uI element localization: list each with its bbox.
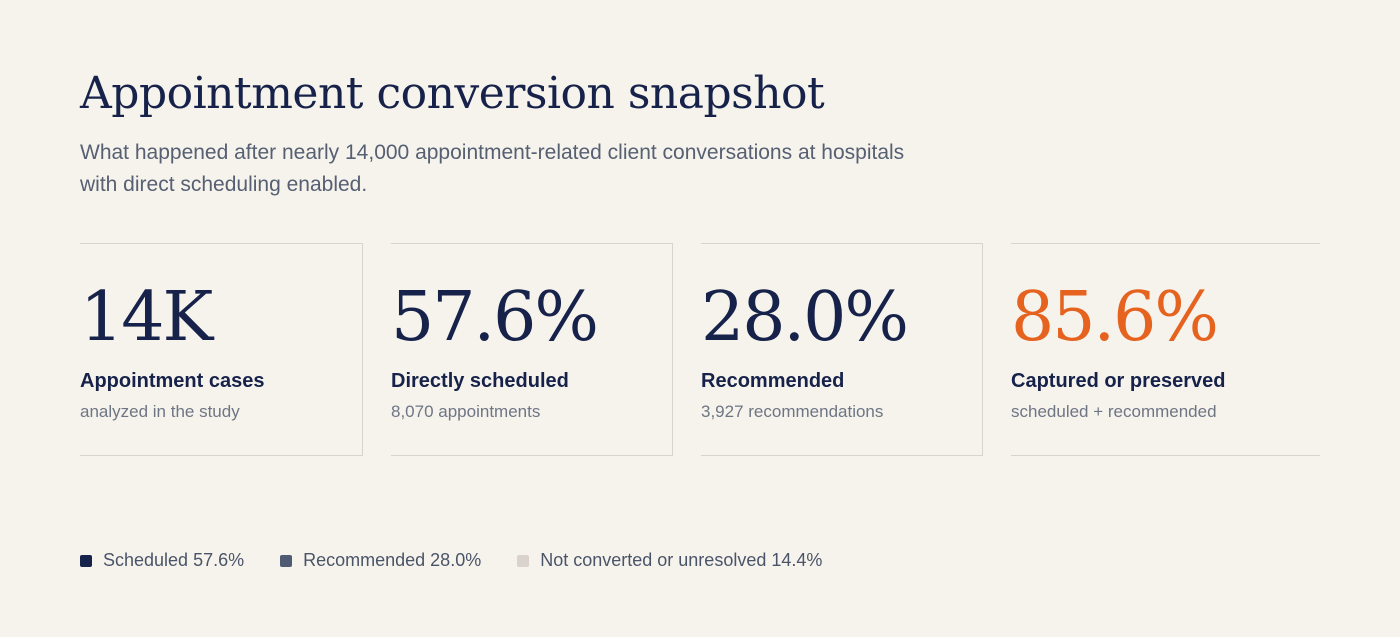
stat-sublabel: 3,927 recommendations [701,402,884,421]
stat-sublabel: 8,070 appointments [391,402,541,421]
legend-swatch [280,554,293,567]
stat-label: Captured or preserved [1011,370,1226,392]
legend-item-recommended: Recommended 28.0% [280,550,481,571]
page-title: Appointment conversion snapshot [80,68,825,119]
stat-value: 14K [80,278,213,357]
stat-card-scheduled: 57.6% Directly scheduled 8,070 appointme… [391,243,673,456]
stat-label: Recommended [701,370,845,392]
stat-value: 85.6% [1011,278,1219,357]
chart-legend: Scheduled 57.6% Recommended 28.0% Not co… [80,550,858,571]
stat-value: 28.0% [701,278,909,357]
stats-row: 14K Appointment cases analyzed in the st… [80,243,1320,456]
legend-label: Not converted or unresolved 14.4% [540,550,823,570]
legend-label: Scheduled 57.6% [103,550,245,570]
stat-card-captured: 85.6% Captured or preserved scheduled + … [1011,243,1320,456]
stat-sublabel: analyzed in the study [80,402,240,421]
stat-label: Appointment cases [80,370,265,392]
legend-label: Recommended 28.0% [303,550,482,570]
stat-card-recommended: 28.0% Recommended 3,927 recommendations [701,243,983,456]
legend-item-scheduled: Scheduled 57.6% [80,550,244,571]
legend-swatch [80,554,92,567]
stat-label: Directly scheduled [391,370,569,392]
legend-item-not-converted: Not converted or unresolved 14.4% [517,550,822,571]
stat-card-cases: 14K Appointment cases analyzed in the st… [80,243,363,456]
page-subtitle: What happened after nearly 14,000 appoin… [80,141,905,196]
legend-swatch [517,554,530,567]
stat-sublabel: scheduled + recommended [1011,402,1217,421]
stat-value: 57.6% [391,278,599,357]
